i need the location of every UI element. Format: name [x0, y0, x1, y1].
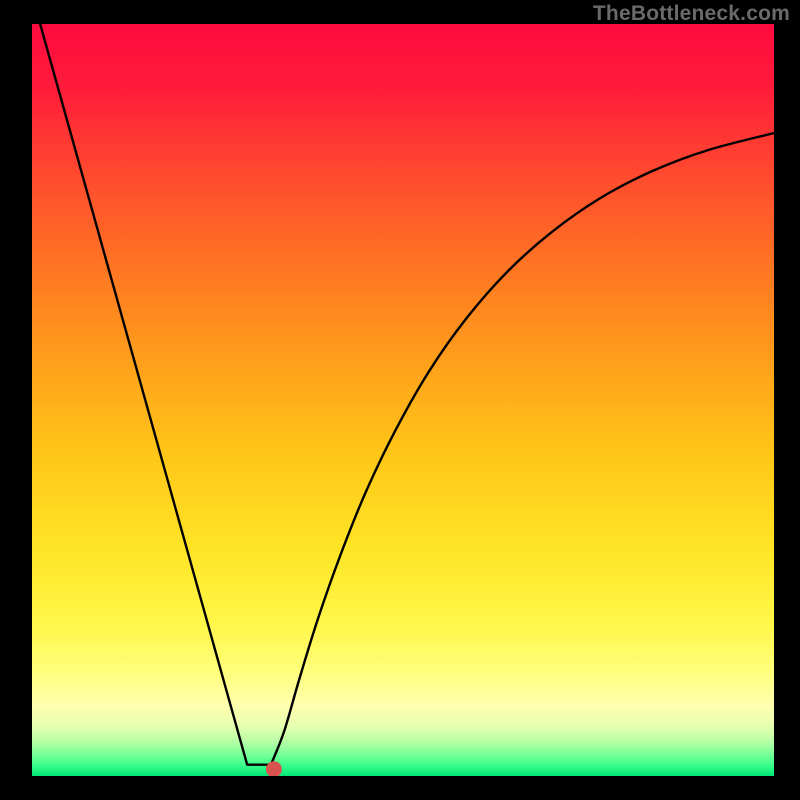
plot-area — [32, 24, 774, 776]
chart-svg — [32, 24, 774, 776]
watermark-text: TheBottleneck.com — [593, 2, 790, 26]
gradient-background — [32, 24, 774, 776]
chart-container: TheBottleneck.com — [0, 0, 800, 800]
